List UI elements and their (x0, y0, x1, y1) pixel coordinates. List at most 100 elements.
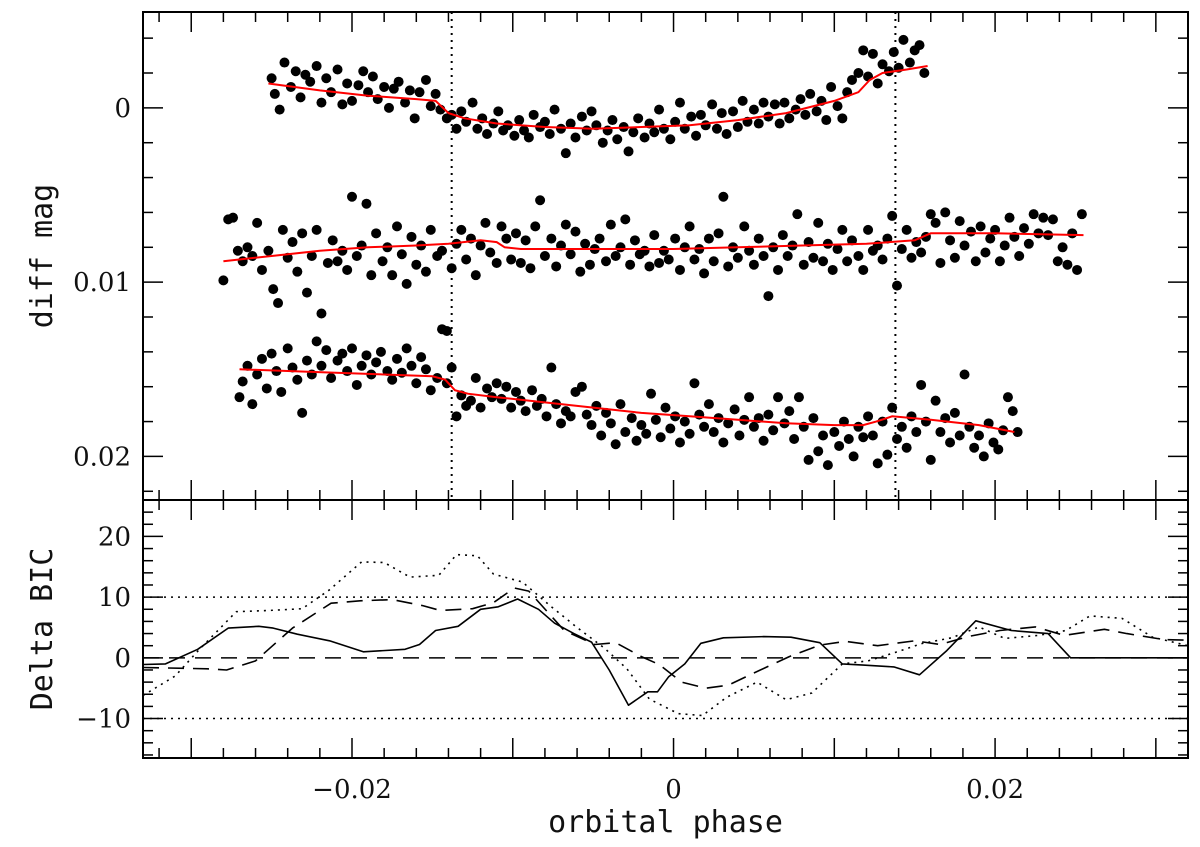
bottom-ticks: −10 0 10 20 −0.02 0 0.02 (76, 499, 1189, 805)
data-point (872, 78, 883, 89)
data-point (601, 407, 612, 418)
data-point (274, 104, 285, 115)
data-point (266, 73, 277, 84)
data-point (475, 240, 486, 251)
data-point (935, 427, 946, 438)
data-point (826, 81, 837, 92)
data-point (615, 399, 626, 410)
data-point (729, 404, 740, 415)
data-point (679, 416, 690, 427)
data-point (863, 411, 874, 422)
data-point (774, 118, 785, 129)
data-point (388, 83, 399, 94)
data-point (356, 240, 367, 251)
data-point (846, 74, 857, 85)
data-point (273, 298, 284, 309)
data-point (321, 345, 332, 356)
data-point (252, 217, 263, 228)
data-point (358, 66, 369, 77)
data-point (263, 245, 274, 256)
y-tick-label: 0.01 (73, 268, 131, 298)
data-point (326, 373, 337, 383)
data-point (337, 245, 348, 256)
data-point (949, 407, 960, 418)
data-point (904, 57, 915, 68)
data-point (758, 97, 769, 108)
data-point (607, 115, 618, 126)
y-tick-label: 20 (98, 522, 131, 552)
data-point (773, 392, 784, 403)
data-point (530, 221, 541, 232)
bottom-y-axis-label: Delta BIC (25, 548, 60, 711)
data-point (689, 254, 700, 265)
data-point (470, 270, 481, 281)
data-point (660, 402, 671, 413)
data-point (232, 245, 243, 256)
data-point (670, 116, 681, 127)
data-point (316, 308, 327, 319)
data-point (633, 113, 644, 124)
data-point (301, 287, 312, 298)
data-point (261, 383, 272, 394)
data-point (237, 256, 248, 267)
data-point (919, 68, 930, 78)
data-point (228, 212, 239, 223)
data-point (911, 427, 922, 438)
data-point (901, 442, 912, 453)
data-point (888, 47, 899, 58)
data-point (805, 88, 816, 99)
data-point (916, 247, 927, 258)
data-point (575, 266, 586, 277)
data-point (829, 427, 840, 438)
data-point (789, 434, 800, 444)
data-point (300, 69, 311, 80)
data-point (650, 414, 661, 425)
data-point (858, 432, 869, 443)
data-point (596, 430, 607, 441)
data-point (665, 134, 676, 145)
data-point (925, 454, 936, 465)
data-point (514, 115, 525, 126)
data-point (491, 378, 502, 389)
y-tick-label: 0 (114, 94, 131, 124)
data-point (594, 233, 605, 244)
data-point (703, 233, 714, 244)
data-point (974, 430, 984, 441)
data-point (959, 369, 970, 380)
data-point (356, 360, 367, 371)
data-point (311, 224, 322, 235)
data-point (674, 264, 685, 275)
data-point (631, 435, 642, 446)
data-point (1067, 228, 1078, 239)
data-point (570, 226, 581, 237)
data-point (290, 66, 301, 77)
data-point (501, 233, 512, 244)
data-point (234, 392, 245, 403)
data-point (1023, 238, 1034, 249)
data-point (867, 430, 878, 441)
x-tick-label: −0.02 (312, 775, 392, 805)
data-point (266, 348, 277, 359)
data-point (425, 385, 436, 396)
data-point (451, 411, 462, 422)
data-point (252, 369, 263, 380)
data-point (576, 111, 587, 122)
data-point (556, 418, 566, 429)
data-point (400, 97, 411, 108)
data-point (371, 357, 382, 368)
top-y-axis-label: diff mag (25, 184, 60, 329)
data-point (877, 59, 888, 70)
data-point (970, 256, 981, 267)
data-point (425, 101, 436, 112)
data-point (351, 379, 362, 390)
data-point (718, 437, 729, 448)
data-point (896, 421, 907, 432)
data-point (716, 108, 727, 119)
data-point (739, 221, 750, 232)
data-point (689, 378, 700, 389)
data-point (451, 123, 462, 134)
data-point (718, 191, 729, 202)
data-point (461, 254, 472, 265)
data-point (959, 240, 970, 251)
data-point (887, 210, 898, 221)
